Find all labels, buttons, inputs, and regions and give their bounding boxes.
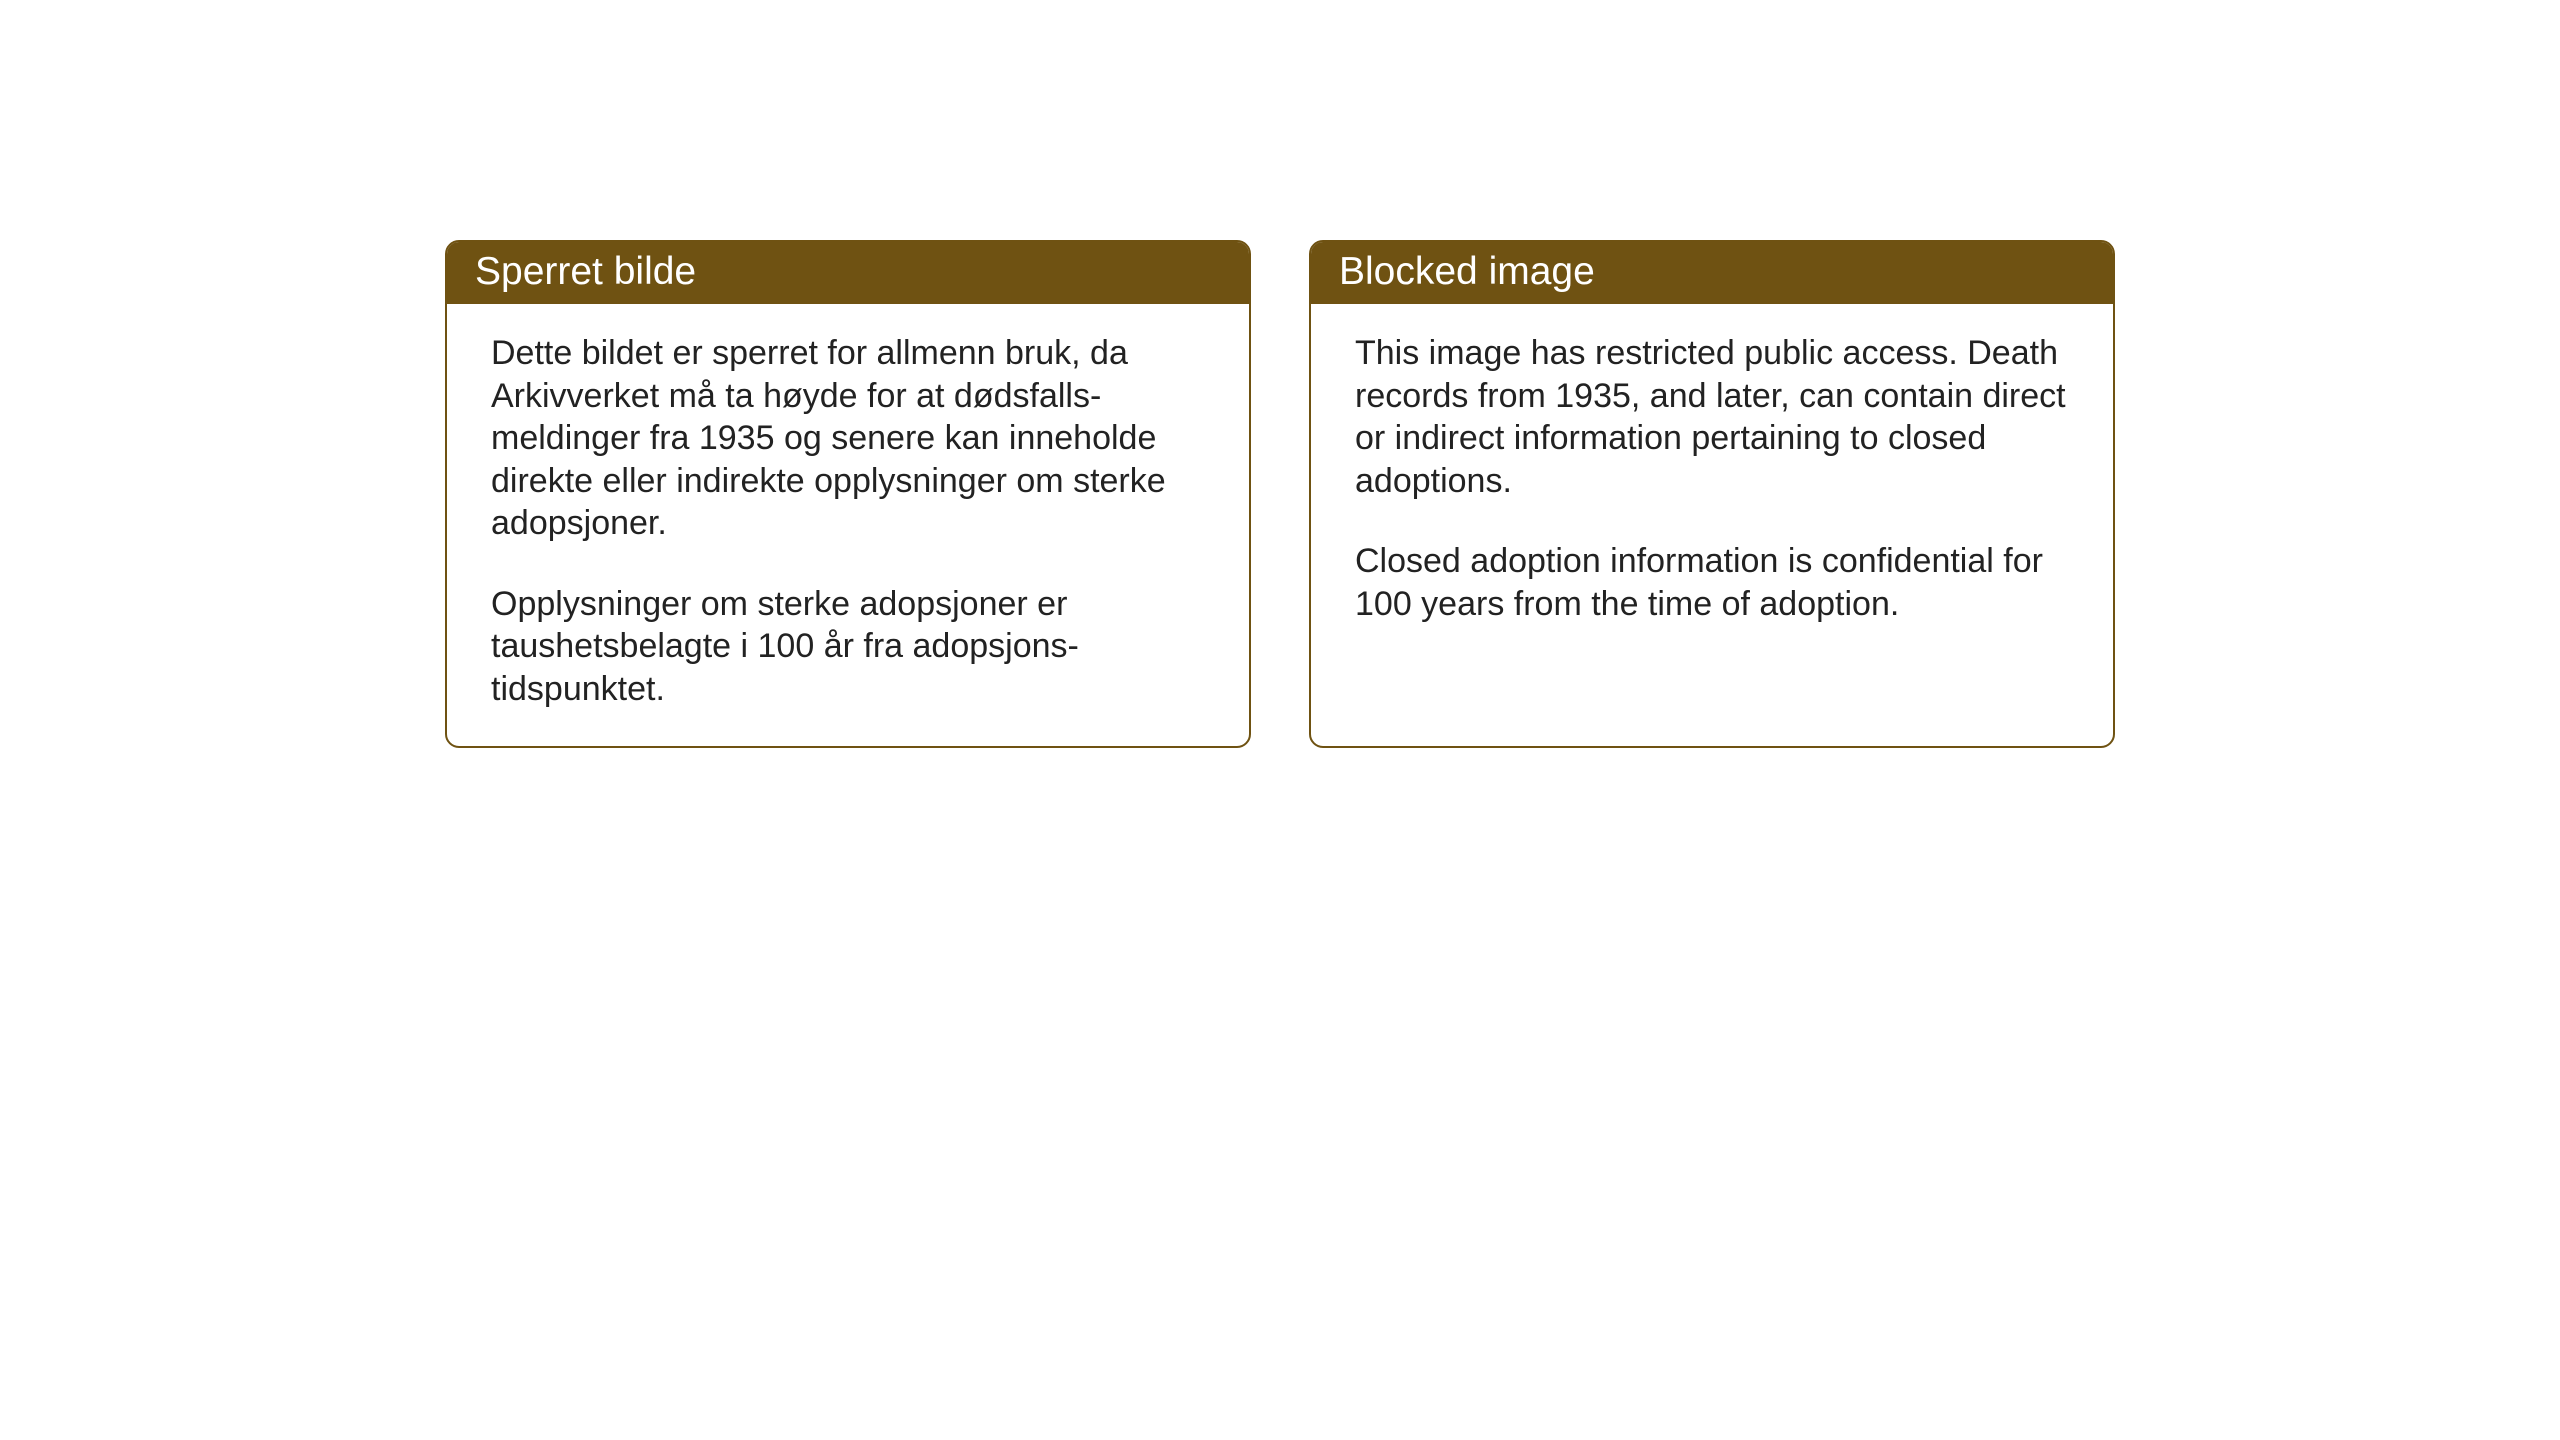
norwegian-paragraph-1: Dette bildet er sperret for allmenn bruk… <box>491 332 1205 545</box>
norwegian-card: Sperret bilde Dette bildet er sperret fo… <box>445 240 1251 748</box>
english-paragraph-1: This image has restricted public access.… <box>1355 332 2069 502</box>
english-card: Blocked image This image has restricted … <box>1309 240 2115 748</box>
english-card-title: Blocked image <box>1311 242 2113 304</box>
norwegian-card-body: Dette bildet er sperret for allmenn bruk… <box>447 304 1249 746</box>
english-paragraph-2: Closed adoption information is confident… <box>1355 540 2069 625</box>
english-card-body: This image has restricted public access.… <box>1311 304 2113 661</box>
norwegian-paragraph-2: Opplysninger om sterke adopsjoner er tau… <box>491 583 1205 711</box>
cards-container: Sperret bilde Dette bildet er sperret fo… <box>445 240 2560 748</box>
norwegian-card-title: Sperret bilde <box>447 242 1249 304</box>
